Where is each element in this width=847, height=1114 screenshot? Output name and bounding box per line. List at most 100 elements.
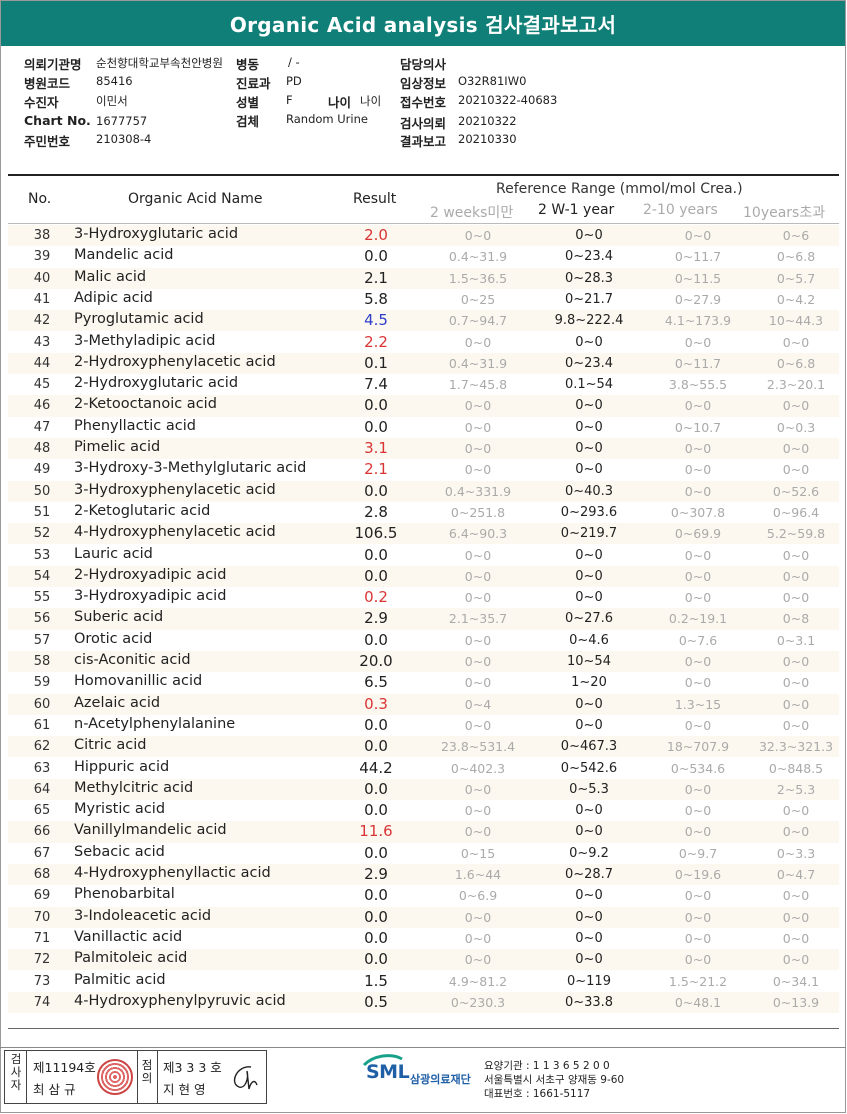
cell-r2: 0~23.4 [564, 249, 614, 265]
cell-r1: 0~0 [464, 781, 492, 797]
table-row: 41 Adipic acid 5.8 0~25 0~21.7 0~27.9 0~4.2 [8, 289, 839, 310]
cell-r4: 0~0 [782, 930, 810, 946]
table-row: 68 4-Hydroxyphenyllactic acid 2.9 1.6~44 0~2… [8, 864, 839, 886]
chart-label: Chart No. [24, 113, 91, 128]
cell-no: 38 [33, 228, 51, 243]
cell-no: 65 [33, 803, 51, 819]
cell-r4: 5.2~59.8 [766, 526, 826, 542]
table-row: 50 3-Hydroxyphenylacetic acid 0.0 0.4~331.9… [8, 480, 839, 502]
logo-org-name: 삼광의료재단 [410, 1073, 471, 1086]
cell-name: 2-Hydroxyglutaric acid [74, 375, 239, 392]
cell-r3: 4.1~173.9 [664, 313, 732, 329]
cell-r4: 0~96.4 [772, 504, 820, 520]
cell-name: Vanillylmandelic acid [74, 822, 227, 839]
hospital-code-label: 병원코드 [24, 76, 71, 91]
specimen-label: 검체 [236, 114, 260, 129]
cell-no: 63 [33, 760, 51, 776]
cell-r4: 0~0 [782, 675, 810, 691]
cell-r4: 0~34.1 [772, 973, 820, 989]
cell-r3: 0~0 [684, 909, 712, 925]
cell-r4: 0~6 [782, 228, 810, 243]
cell-name: 3-Hydroxyphenylacetic acid [74, 481, 276, 498]
cell-name: Homovanillic acid [74, 673, 203, 690]
cell-r2: 0~33.8 [564, 994, 614, 1010]
cell-no: 56 [33, 611, 51, 627]
table-row: 69 Phenobarbital 0.0 0~6.9 0~0 0~0 0~0 [8, 885, 839, 906]
cell-r3: 0~11.7 [674, 355, 722, 371]
cell-no: 67 [33, 845, 51, 861]
cell-r1: 1.7~45.8 [448, 377, 508, 393]
table-row: 65 Myristic acid 0.0 0~0 0~0 0~0 0~0 [8, 800, 839, 821]
cell-result: 0.0 [364, 396, 388, 415]
cell-r1: 0~4 [464, 696, 492, 712]
cell-r3: 0~9.7 [678, 845, 718, 861]
cell-r4: 0~0 [782, 696, 810, 712]
table-row: 66 Vanillylmandelic acid 11.6 0~0 0~0 0~0 0~0 [8, 821, 839, 843]
cell-r1: 4.9~81.2 [448, 973, 508, 989]
table-row: 56 Suberic acid 2.9 2.1~35.7 0~27.6 0.2~19.1 0… [8, 608, 839, 630]
cell-r1: 0~0 [464, 228, 492, 243]
cell-r3: 0~11.7 [674, 249, 722, 265]
cell-name: 4-Hydroxyphenylpyruvic acid [74, 992, 286, 1009]
cell-no: 72 [33, 952, 51, 968]
cell-r2: 10~54 [567, 654, 611, 669]
cell-r3: 0~0 [684, 568, 712, 584]
table-row: 61 n-Acetylphenylalanine 0.0 0~0 0~0 0~0 0~0 [8, 715, 839, 736]
cell-result: 0.0 [364, 417, 388, 436]
cell-r1: 0~15 [460, 845, 496, 861]
cell-r1: 0~0 [464, 462, 492, 478]
cell-r3: 0.2~19.1 [668, 611, 728, 627]
cell-r2: 0.1~54 [564, 377, 614, 393]
cell-name: Palmitic acid [74, 971, 166, 988]
cell-r1: 0~0 [464, 547, 492, 563]
cell-r3: 0~0 [684, 803, 712, 819]
logo-mark: SML [366, 1061, 410, 1083]
cell-no: 44 [33, 355, 51, 371]
cell-r4: 0~0 [782, 909, 810, 925]
cell-no: 51 [33, 504, 51, 520]
table-row: 49 3-Hydroxy-3-Methylglutaric acid 2.1 0~0 0… [8, 459, 839, 480]
ward-value: / - [288, 55, 300, 69]
cell-r2: 0~21.7 [564, 291, 614, 307]
cell-result: 2.1 [364, 460, 388, 479]
lab-phone: 대표번호 : 1661-5117 [484, 1088, 591, 1100]
cell-r4: 0~0 [782, 547, 810, 563]
table-row: 39 Mandelic acid 0.0 0.4~31.9 0~23.4 0~11.7 0~… [8, 246, 839, 267]
patient-value: 이민서 [96, 94, 128, 108]
cell-r3: 0~11.5 [674, 270, 722, 286]
cell-r2: 0~0 [575, 824, 603, 840]
patient-label: 수진자 [24, 95, 59, 110]
sign-divider [137, 1051, 138, 1103]
cell-r1: 0.7~94.7 [448, 313, 508, 329]
seal-stamp [97, 1059, 133, 1095]
logo-swoosh-icon [362, 1054, 403, 1067]
table-row: 70 3-Indoleacetic acid 0.0 0~0 0~0 0~0 0~0 [8, 906, 839, 928]
cell-r4: 32.3~321.3 [758, 739, 834, 755]
resident-label: 주민번호 [24, 134, 71, 149]
table-row: 63 Hippuric acid 44.2 0~402.3 0~542.6 0~534.6… [8, 758, 839, 779]
cell-r2: 0~0 [575, 568, 603, 584]
cell-r1: 0~0 [464, 909, 492, 925]
accession-label: 접수번호 [400, 95, 447, 110]
cell-r3: 0~27.9 [674, 291, 722, 307]
table-top-rule [8, 174, 839, 176]
header-range-1: 2 weeks미만 [430, 205, 514, 221]
age-value: 나이 [360, 94, 382, 108]
cell-name: 3-Hydroxy-3-Methylglutaric acid [74, 460, 307, 477]
cell-no: 43 [33, 334, 51, 350]
cell-no: 58 [33, 654, 51, 669]
cell-name: cis-Aconitic acid [74, 652, 191, 668]
cell-name: Citric acid [74, 737, 147, 754]
cell-name: 2-Ketooctanoic acid [74, 396, 217, 413]
cell-name: 2-Hydroxyadipic acid [74, 566, 227, 583]
cell-r4: 10~44.3 [768, 313, 824, 329]
header-reference: Reference Range (mmol/mol Crea.) [496, 181, 743, 197]
cell-r1: 0~0 [464, 654, 492, 669]
clinical-label: 임상정보 [400, 76, 447, 91]
cell-name: 4-Hydroxyphenylacetic acid [74, 524, 276, 541]
cell-r2: 1~20 [571, 675, 607, 691]
clinical-value: O32R81IW0 [458, 74, 527, 88]
cell-name: Adipic acid [74, 289, 153, 306]
cell-r1: 0~230.3 [450, 994, 506, 1010]
cell-r2: 0~27.6 [564, 611, 614, 627]
